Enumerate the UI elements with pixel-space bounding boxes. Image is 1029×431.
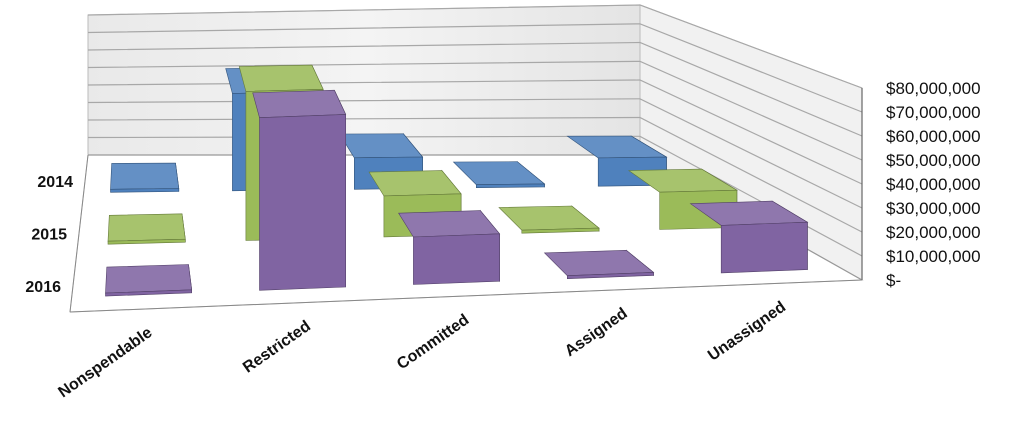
y-tick-label: $60,000,000 <box>886 127 981 146</box>
category-label: Restricted <box>240 318 314 377</box>
bar-2016-nonspendable <box>105 264 193 297</box>
bars <box>105 64 809 297</box>
y-tick-label: $40,000,000 <box>886 175 981 194</box>
bar-2015-nonspendable <box>107 213 186 245</box>
bar-2014-assigned <box>452 161 546 189</box>
bar-2014-nonspendable <box>110 162 180 193</box>
depth-axis <box>69 154 89 313</box>
series-label: 2014 <box>37 174 73 191</box>
category-labels: Nonspendable Restricted Committed Assigned U… <box>55 299 789 402</box>
series-label: 2016 <box>25 279 61 296</box>
y-tick-label: $50,000,000 <box>886 151 981 170</box>
category-label: Nonspendable <box>55 324 155 401</box>
y-tick-label: $70,000,000 <box>886 103 981 122</box>
bar-2016-committed <box>398 209 501 285</box>
bar-2016-unassigned <box>689 200 809 274</box>
back-wall <box>87 4 641 156</box>
y-tick-label: $- <box>886 271 901 290</box>
bar-2015-assigned <box>498 205 600 234</box>
category-label: Assigned <box>562 305 631 360</box>
bar-2016-assigned <box>543 249 655 280</box>
y-tick-label: $80,000,000 <box>886 79 981 98</box>
gridline <box>87 23 863 113</box>
series-label: 2015 <box>31 227 67 244</box>
y-tick-labels: $- $10,000,000 $20,000,000 $30,000,000 $40,0… <box>886 79 981 290</box>
category-label: Committed <box>394 311 472 373</box>
x-axis <box>69 279 863 313</box>
gridline <box>87 4 863 89</box>
bar-2016-restricted <box>252 89 347 291</box>
y-tick-label: $20,000,000 <box>886 223 981 242</box>
category-label: Unassigned <box>705 299 789 365</box>
axes <box>69 88 863 313</box>
y-tick-label: $30,000,000 <box>886 199 981 218</box>
series-labels: 2014 2015 2016 <box>25 174 73 296</box>
gridline <box>87 41 863 137</box>
gridline <box>87 60 863 161</box>
y-tick-label: $10,000,000 <box>886 247 981 266</box>
